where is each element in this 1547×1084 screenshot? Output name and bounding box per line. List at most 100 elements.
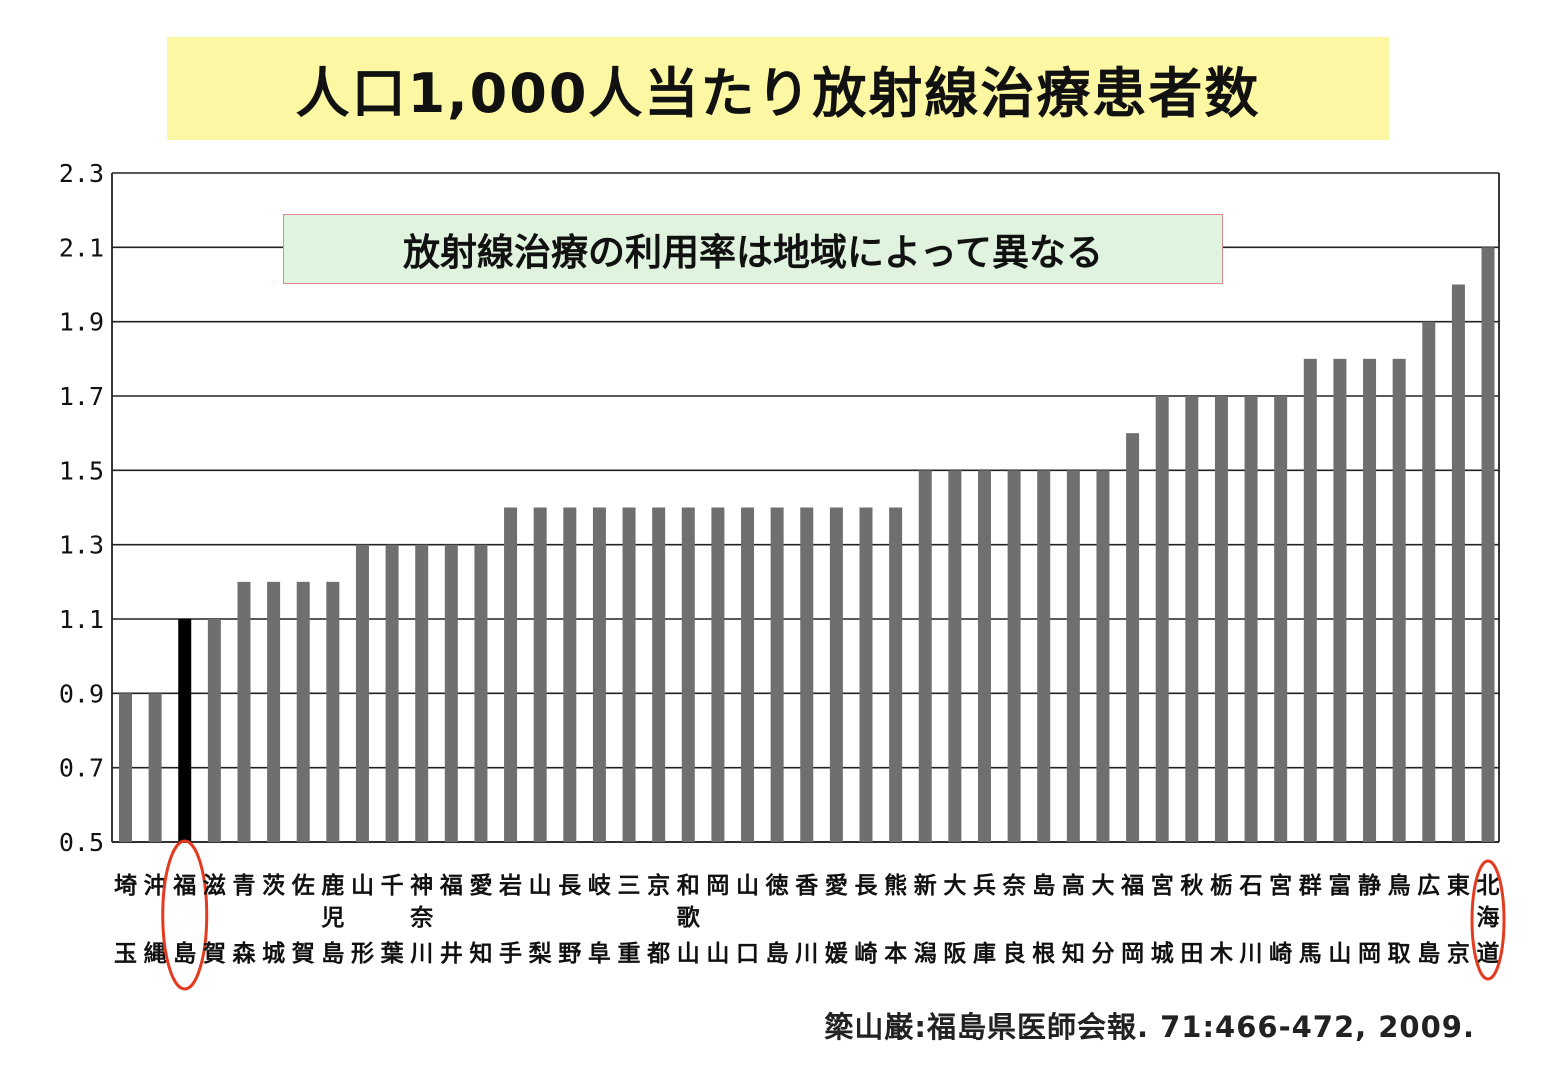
x-tick-label-char: 滋 bbox=[203, 872, 226, 899]
x-tick-label-char: 歌 bbox=[677, 904, 701, 931]
x-tick-label-char: 島 bbox=[1417, 940, 1440, 967]
x-tick-label-char: 賀 bbox=[291, 941, 315, 967]
x-tick-label-char: 長 bbox=[558, 873, 582, 899]
bar-茨城 bbox=[267, 581, 281, 842]
x-tick-label-char: 新 bbox=[914, 872, 937, 899]
x-tick-label-char: 庫 bbox=[973, 940, 996, 967]
bar-宮崎 bbox=[1274, 396, 1288, 842]
citation: 簗山巌:福島県医師会報. 71:466-472, 2009. bbox=[824, 1010, 1475, 1044]
x-tick-label-char: 手 bbox=[499, 941, 522, 967]
x-tick-label-char: 児 bbox=[320, 905, 344, 931]
x-tick-label-char: 川 bbox=[795, 941, 818, 967]
chart-title: 人口1,000人当たり放射線治療患者数 bbox=[295, 62, 1261, 125]
bar-神奈川 bbox=[415, 544, 429, 842]
x-tick-label-char: 群 bbox=[1298, 872, 1322, 899]
x-tick-label-char: 島 bbox=[766, 940, 789, 967]
title-banner: 人口1,000人当たり放射線治療患者数 bbox=[167, 37, 1389, 140]
x-tick-label-char: 佐 bbox=[291, 873, 315, 899]
x-tick-label-char: 栃 bbox=[1210, 873, 1233, 899]
y-tick-label: 1.7 bbox=[59, 382, 104, 411]
y-tick-label: 1.1 bbox=[59, 605, 104, 634]
x-tick-label-char: 岡 bbox=[1358, 941, 1381, 967]
bar-佐賀 bbox=[296, 581, 310, 842]
x-tick-label-char: 青 bbox=[232, 873, 255, 899]
x-tick-label-char: 徳 bbox=[765, 872, 789, 899]
x-tick-label-char: 富 bbox=[1328, 872, 1351, 899]
x-tick-label-char: 道 bbox=[1477, 940, 1500, 967]
x-tick-label-char: 野 bbox=[558, 941, 581, 967]
bar-香川 bbox=[800, 507, 814, 842]
x-tick-label-char: 梨 bbox=[529, 941, 552, 967]
bar-大分 bbox=[1096, 470, 1110, 842]
x-tick-label-char: 田 bbox=[1180, 941, 1203, 967]
x-tick-label-char: 縄 bbox=[144, 941, 167, 967]
x-tick-label-char: 熊 bbox=[884, 872, 907, 899]
bar-京都 bbox=[652, 507, 666, 842]
x-tick-label-char: 知 bbox=[469, 940, 492, 967]
x-tick-label-char: 崎 bbox=[855, 941, 878, 967]
bar-福島 bbox=[178, 619, 192, 842]
x-tick-label-char: 分 bbox=[1091, 941, 1114, 967]
bar-熊本 bbox=[889, 507, 903, 842]
highlight-circle-北海道 bbox=[1470, 859, 1506, 981]
x-tick-label-char: 秋 bbox=[1180, 873, 1204, 899]
bar-滋賀 bbox=[207, 619, 221, 842]
bar-群馬 bbox=[1303, 358, 1317, 842]
bar-千葉 bbox=[385, 544, 399, 842]
x-tick-label-char: 山 bbox=[351, 873, 374, 899]
x-tick-label-char: 神 bbox=[410, 872, 433, 899]
bar-山梨 bbox=[533, 507, 547, 842]
x-tick-label-char: 馬 bbox=[1299, 941, 1322, 967]
bar-三重 bbox=[622, 507, 636, 842]
y-tick-label: 0.7 bbox=[59, 754, 104, 783]
x-tick-label-char: 山 bbox=[677, 941, 700, 967]
y-tick-label: 1.3 bbox=[59, 531, 104, 560]
bar-岐阜 bbox=[592, 507, 606, 842]
bar-鹿児島 bbox=[326, 581, 340, 842]
x-tick-label-char: 阪 bbox=[943, 941, 966, 967]
bar-栃木 bbox=[1214, 396, 1228, 842]
x-tick-label-char: 京 bbox=[1447, 940, 1470, 967]
bar-長野 bbox=[563, 507, 577, 842]
bar-福井 bbox=[444, 544, 458, 842]
bar-広島 bbox=[1422, 321, 1436, 843]
bar-沖縄 bbox=[148, 693, 162, 842]
x-tick-label-char: 大 bbox=[943, 873, 966, 899]
x-tick-label-char: 城 bbox=[262, 940, 285, 967]
x-tick-label-char: 広 bbox=[1417, 872, 1440, 899]
bar-青森 bbox=[237, 581, 251, 842]
x-tick-label-char: 岩 bbox=[498, 873, 522, 899]
x-tick-label-char: 海 bbox=[1477, 904, 1500, 931]
x-tick-label-char: 根 bbox=[1032, 941, 1055, 967]
bar-岩手 bbox=[504, 507, 518, 842]
bar-山口 bbox=[741, 507, 755, 842]
x-tick-label-char: 川 bbox=[1240, 941, 1263, 967]
x-tick-label-char: 島 bbox=[1032, 872, 1055, 899]
x-tick-label-char: 潟 bbox=[914, 941, 937, 967]
bar-和歌山 bbox=[681, 507, 695, 842]
bar-石川 bbox=[1244, 396, 1258, 842]
bar-長崎 bbox=[859, 507, 873, 842]
bar-埼玉 bbox=[119, 693, 132, 842]
x-tick-label-char: 葉 bbox=[380, 941, 405, 967]
x-tick-label-char: 島 bbox=[321, 940, 344, 967]
bar-富山 bbox=[1333, 358, 1347, 842]
x-tick-label-char: 城 bbox=[1151, 940, 1174, 967]
bar-鳥取 bbox=[1392, 358, 1406, 842]
x-tick-label-char: 三 bbox=[618, 873, 641, 899]
callout-text: 放射線治療の利用率は地域によって異なる bbox=[402, 231, 1104, 274]
bar-新潟 bbox=[918, 470, 932, 842]
y-tick-label: 1.5 bbox=[59, 456, 104, 485]
x-tick-label-char: 埼 bbox=[114, 873, 137, 899]
x-tick-label-char: 愛 bbox=[469, 873, 492, 899]
bar-秋田 bbox=[1185, 396, 1199, 842]
x-tick-label-char: 知 bbox=[1062, 940, 1085, 967]
x-tick-label-char: 沖 bbox=[144, 873, 167, 899]
callout-box: 放射線治療の利用率は地域によって異なる bbox=[283, 214, 1223, 284]
bar-静岡 bbox=[1363, 358, 1377, 842]
x-tick-label-char: 北 bbox=[1477, 873, 1500, 899]
y-tick-label: 1.9 bbox=[59, 308, 104, 337]
x-tick-label-char: 川 bbox=[410, 941, 433, 967]
x-tick-label-char: 取 bbox=[1388, 941, 1411, 967]
